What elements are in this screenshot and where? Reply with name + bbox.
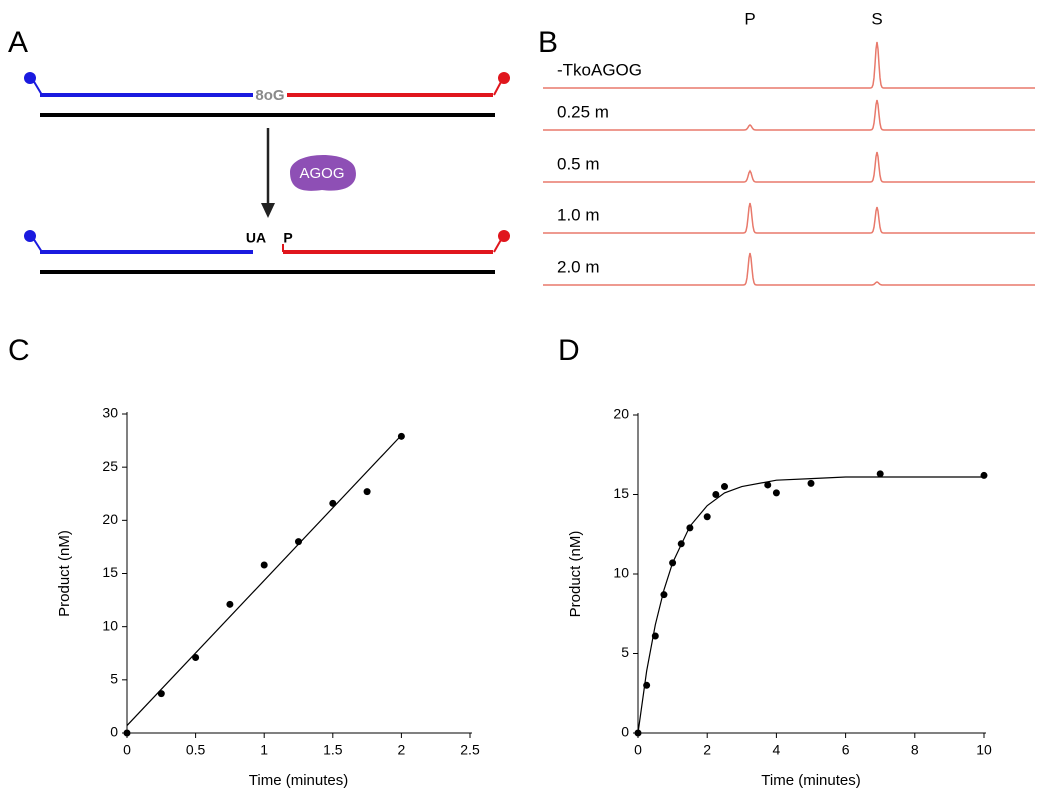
point [876,470,884,478]
y-tick-label: 20 [613,406,629,422]
panel-label: D [558,334,580,367]
trace [543,151,1035,183]
peak-label: S [871,9,882,28]
x-axis-label: Time (minutes) [761,772,860,789]
y-tick-label: 10 [613,565,629,581]
lesion-label: 8oG [255,87,284,104]
y-tick-label: 25 [102,458,118,474]
point [260,561,268,569]
point [772,489,780,497]
trace [543,41,1035,89]
point [226,600,234,608]
x-tick-label: 6 [842,742,850,758]
y-tick-label: 0 [110,724,118,740]
point [329,499,337,507]
point [363,488,371,496]
trace-label: 0.5 m [557,154,600,173]
point [703,513,711,521]
y-tick-label: 30 [102,405,118,421]
arrow [261,128,275,218]
x-tick-label: 1.5 [323,742,343,758]
trace [543,202,1035,234]
y-tick-label: 15 [613,485,629,501]
x-tick-label: 4 [773,742,781,758]
trace-label: 0.25 m [557,102,609,121]
panel-label: B [538,26,558,59]
x-tick-label: 10 [976,742,992,758]
x-tick-label: 2 [398,742,406,758]
x-tick-label: 0 [123,742,131,758]
y-tick-label: 5 [621,644,629,660]
fit-line [126,434,402,726]
trace-label: 2.0 m [557,257,600,276]
point [192,654,200,662]
y-tick-label: 10 [102,617,118,633]
point [721,483,728,491]
trace [543,252,1035,286]
y-tick-label: 0 [621,724,629,740]
x-tick-label: 2 [703,742,711,758]
duplex-bottom [24,230,510,274]
point [764,481,772,489]
trace-label: -TkoAGOG [557,60,642,79]
y-tick-label: 15 [102,564,118,580]
peak-label: P [744,9,755,28]
trace [543,99,1035,131]
duplex-top [24,72,510,117]
point [123,729,131,737]
point [807,479,815,487]
x-tick-label: 1 [260,742,268,758]
product-label: UA [246,230,266,246]
point [712,491,720,498]
x-tick-label: 0.5 [186,742,206,758]
point [980,471,988,479]
point [295,538,302,546]
enzyme-shape [290,154,356,191]
y-tick-label: 5 [110,671,118,687]
x-tick-label: 2.5 [460,742,480,758]
y-tick-label: 20 [102,511,118,527]
enzyme-label: AGOG [299,165,344,182]
y-axis-label: Product (nM) [567,531,584,618]
x-tick-label: 0 [634,742,642,758]
x-axis-label: Time (minutes) [249,772,348,789]
trace-label: 1.0 m [557,205,600,224]
panel-label: C [8,334,30,367]
product-label: P [283,230,292,246]
point [397,432,405,440]
x-tick-label: 8 [911,742,919,758]
fit-line [637,476,984,734]
y-axis-label: Product (nM) [56,530,73,617]
panel-label: A [8,26,28,59]
